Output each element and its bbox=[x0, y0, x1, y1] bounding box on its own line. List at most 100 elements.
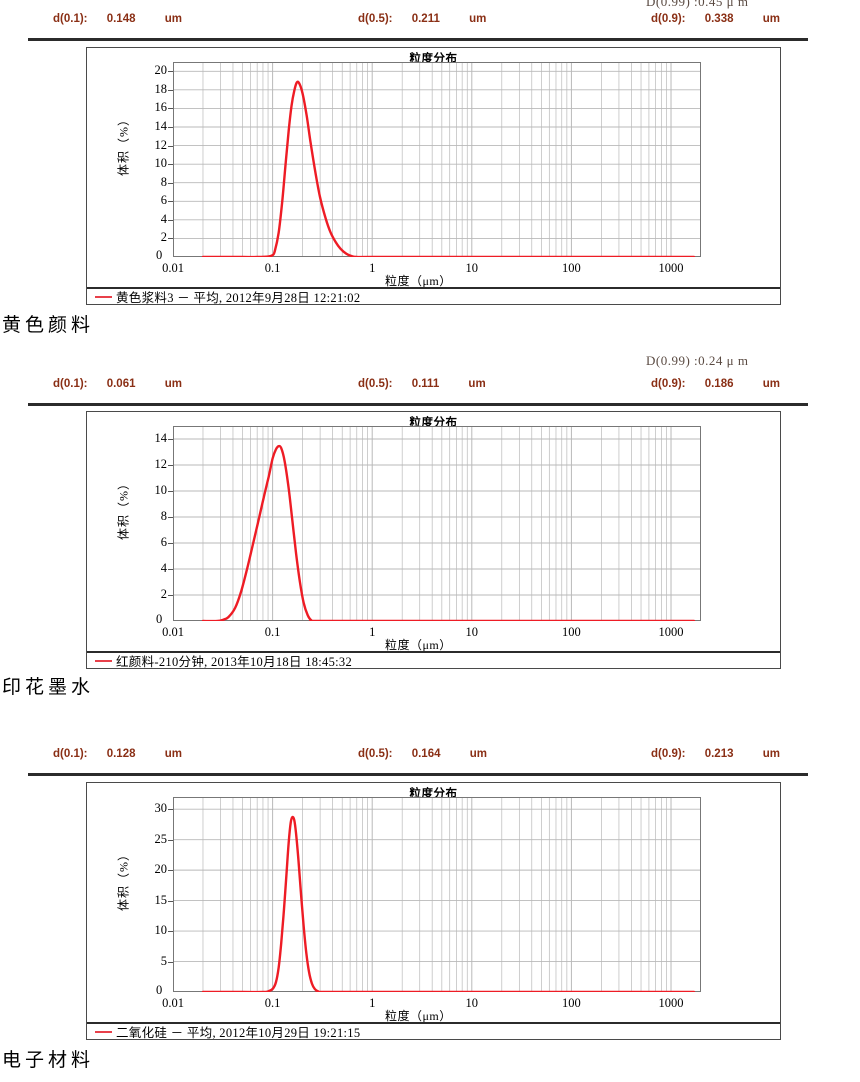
percentile-unit: um bbox=[164, 748, 182, 760]
y-tick-label: 15 bbox=[154, 892, 168, 907]
y-tick-label: 4 bbox=[160, 561, 167, 575]
percentile-value: 0.164 bbox=[411, 748, 441, 760]
y-tick-mark bbox=[168, 108, 173, 110]
report-block-yellow-pigment: D(0.99) :0.45 μ m d(0.1): 0.148 um d(0.5… bbox=[0, 0, 860, 345]
y-tick-label: 10 bbox=[154, 483, 168, 497]
chart-svg bbox=[173, 797, 701, 992]
x-axis-title-1: 粒度（μm） bbox=[385, 274, 452, 288]
y-tick-mark bbox=[168, 809, 173, 811]
data-curve bbox=[201, 444, 696, 621]
percentile-key: d(0.5): bbox=[358, 13, 393, 25]
x-tick-label: 0.01 bbox=[162, 996, 184, 1010]
x-tick-label: 100 bbox=[562, 625, 581, 639]
y-tick-label: 16 bbox=[154, 100, 168, 115]
y-tick-label: 20 bbox=[154, 862, 168, 877]
y-tick-label: 6 bbox=[160, 535, 167, 549]
plot-border bbox=[173, 62, 701, 257]
chart-frame-3: 粒度分布 体积（%） 0 粒度（μm） 二氧化硅 － 平均, 2012年10月2… bbox=[86, 782, 781, 1040]
plot-area-1 bbox=[173, 62, 701, 257]
section-caption-2: 印花墨水 bbox=[2, 677, 95, 698]
x-tick-label: 10 bbox=[465, 996, 479, 1010]
x-tick-label: 0.1 bbox=[264, 625, 281, 639]
percentile-unit: um bbox=[164, 378, 182, 390]
x-tick-label: 0.01 bbox=[162, 625, 184, 639]
data-curve bbox=[201, 815, 696, 992]
y-tick-label: 18 bbox=[154, 81, 168, 96]
percentile-d05-2: d(0.5): 0.111 um bbox=[358, 378, 486, 390]
percentile-value: 0.211 bbox=[411, 13, 440, 25]
percentile-d09-3: d(0.9): 0.213 um bbox=[651, 748, 780, 760]
y-tick-mark bbox=[168, 164, 173, 166]
percentile-unit: um bbox=[762, 378, 780, 390]
plot-border bbox=[173, 797, 701, 992]
y-tick-mark bbox=[168, 219, 173, 221]
y-tick-mark bbox=[168, 127, 173, 128]
y-tick-label: 12 bbox=[154, 137, 168, 152]
percentile-unit: um bbox=[164, 13, 182, 25]
legend-label-2: 红颜料-210分钟, 2013年10月18日 18:45:32 bbox=[116, 655, 353, 669]
plot-area-2 bbox=[173, 426, 701, 621]
y-tick-mark bbox=[168, 569, 173, 570]
percentile-key: d(0.1): bbox=[53, 748, 88, 760]
percentile-row-1: d(0.1): 0.148 um d(0.5): 0.211 um d(0.9)… bbox=[0, 13, 860, 39]
x-axis-title-3: 粒度（μm） bbox=[385, 1009, 452, 1023]
y-tick-mark bbox=[168, 465, 173, 466]
x-tick-label: 1000 bbox=[658, 625, 684, 639]
y-tick-label: 8 bbox=[160, 509, 167, 523]
y-tick-label: 5 bbox=[160, 953, 167, 968]
legend-3: 二氧化硅 － 平均, 2012年10月29日 19:21:15 bbox=[87, 1022, 780, 1040]
percentile-d01-3: d(0.1): 0.128 um bbox=[53, 748, 182, 760]
percentile-unit: um bbox=[469, 748, 487, 760]
divider-rule-1 bbox=[28, 38, 808, 41]
y-tick-label: 8 bbox=[160, 174, 167, 189]
x-tick-label: 100 bbox=[562, 261, 581, 275]
report-block-printing-ink: D(0.99) :0.24 μ m d(0.1): 0.061 um d(0.5… bbox=[0, 345, 860, 715]
section-caption-1: 黄色颜料 bbox=[2, 315, 95, 336]
x-tick-label: 0.1 bbox=[264, 261, 281, 275]
percentile-value: 0.186 bbox=[704, 378, 734, 390]
y-tick-label: 2 bbox=[160, 230, 167, 245]
x-tick-label: 1 bbox=[369, 625, 376, 639]
percentile-key: d(0.5): bbox=[358, 748, 393, 760]
percentile-unit: um bbox=[468, 378, 486, 390]
y-tick-label: 14 bbox=[154, 431, 168, 445]
legend-line-icon bbox=[95, 1030, 112, 1033]
y-zero-label-1: 0 bbox=[156, 248, 163, 262]
percentile-unit: um bbox=[762, 13, 780, 25]
y-tick-mark bbox=[168, 931, 173, 933]
x-tick-label: 1 bbox=[369, 261, 376, 275]
percentile-key: d(0.1): bbox=[53, 13, 88, 25]
x-tick-label: 10 bbox=[465, 261, 479, 275]
d99-value-1: D(0.99) :0.45 μ m bbox=[646, 0, 749, 9]
plot-area-3 bbox=[173, 797, 701, 992]
percentile-d01-2: d(0.1): 0.061 um bbox=[53, 378, 182, 390]
chart-frame-1: 粒度分布 体积（%） 0 粒度（μm） 黄色浆料3 － 平均, 2012年9月2… bbox=[86, 47, 781, 305]
y-tick-mark bbox=[168, 201, 173, 203]
legend-label-1: 黄色浆料3 － 平均, 2012年9月28日 12:21:02 bbox=[116, 291, 361, 305]
y-zero-label-2: 0 bbox=[156, 612, 163, 626]
y-tick-label: 2 bbox=[160, 587, 167, 601]
x-tick-label: 10 bbox=[465, 625, 479, 639]
y-tick-label: 25 bbox=[154, 831, 168, 846]
y-tick-label: 4 bbox=[160, 211, 167, 226]
percentile-row-3: d(0.1): 0.128 um d(0.5): 0.164 um d(0.9)… bbox=[0, 748, 860, 774]
y-tick-label: 6 bbox=[160, 193, 167, 208]
y-tick-mark bbox=[168, 71, 173, 73]
y-tick-mark bbox=[168, 839, 173, 841]
percentile-key: d(0.9): bbox=[651, 378, 686, 390]
percentile-value: 0.061 bbox=[106, 378, 136, 390]
percentile-d09-2: d(0.9): 0.186 um bbox=[651, 378, 780, 390]
chart-frame-2: 粒度分布 体积（%） 0 粒度（μm） 红颜料-210分钟, 2013年10月1… bbox=[86, 411, 781, 669]
y-tick-mark bbox=[168, 517, 173, 518]
plot-border bbox=[173, 426, 701, 621]
percentile-unit: um bbox=[469, 13, 487, 25]
y-tick-label: 10 bbox=[154, 923, 168, 938]
y-tick-label: 12 bbox=[154, 457, 168, 471]
percentile-d01-1: d(0.1): 0.148 um bbox=[53, 13, 182, 25]
y-tick-mark bbox=[168, 145, 173, 147]
x-tick-label: 0.01 bbox=[162, 261, 184, 275]
legend-label-3: 二氧化硅 － 平均, 2012年10月29日 19:21:15 bbox=[116, 1026, 361, 1040]
legend-1: 黄色浆料3 － 平均, 2012年9月28日 12:21:02 bbox=[87, 287, 780, 305]
y-tick-label: 10 bbox=[154, 156, 168, 171]
